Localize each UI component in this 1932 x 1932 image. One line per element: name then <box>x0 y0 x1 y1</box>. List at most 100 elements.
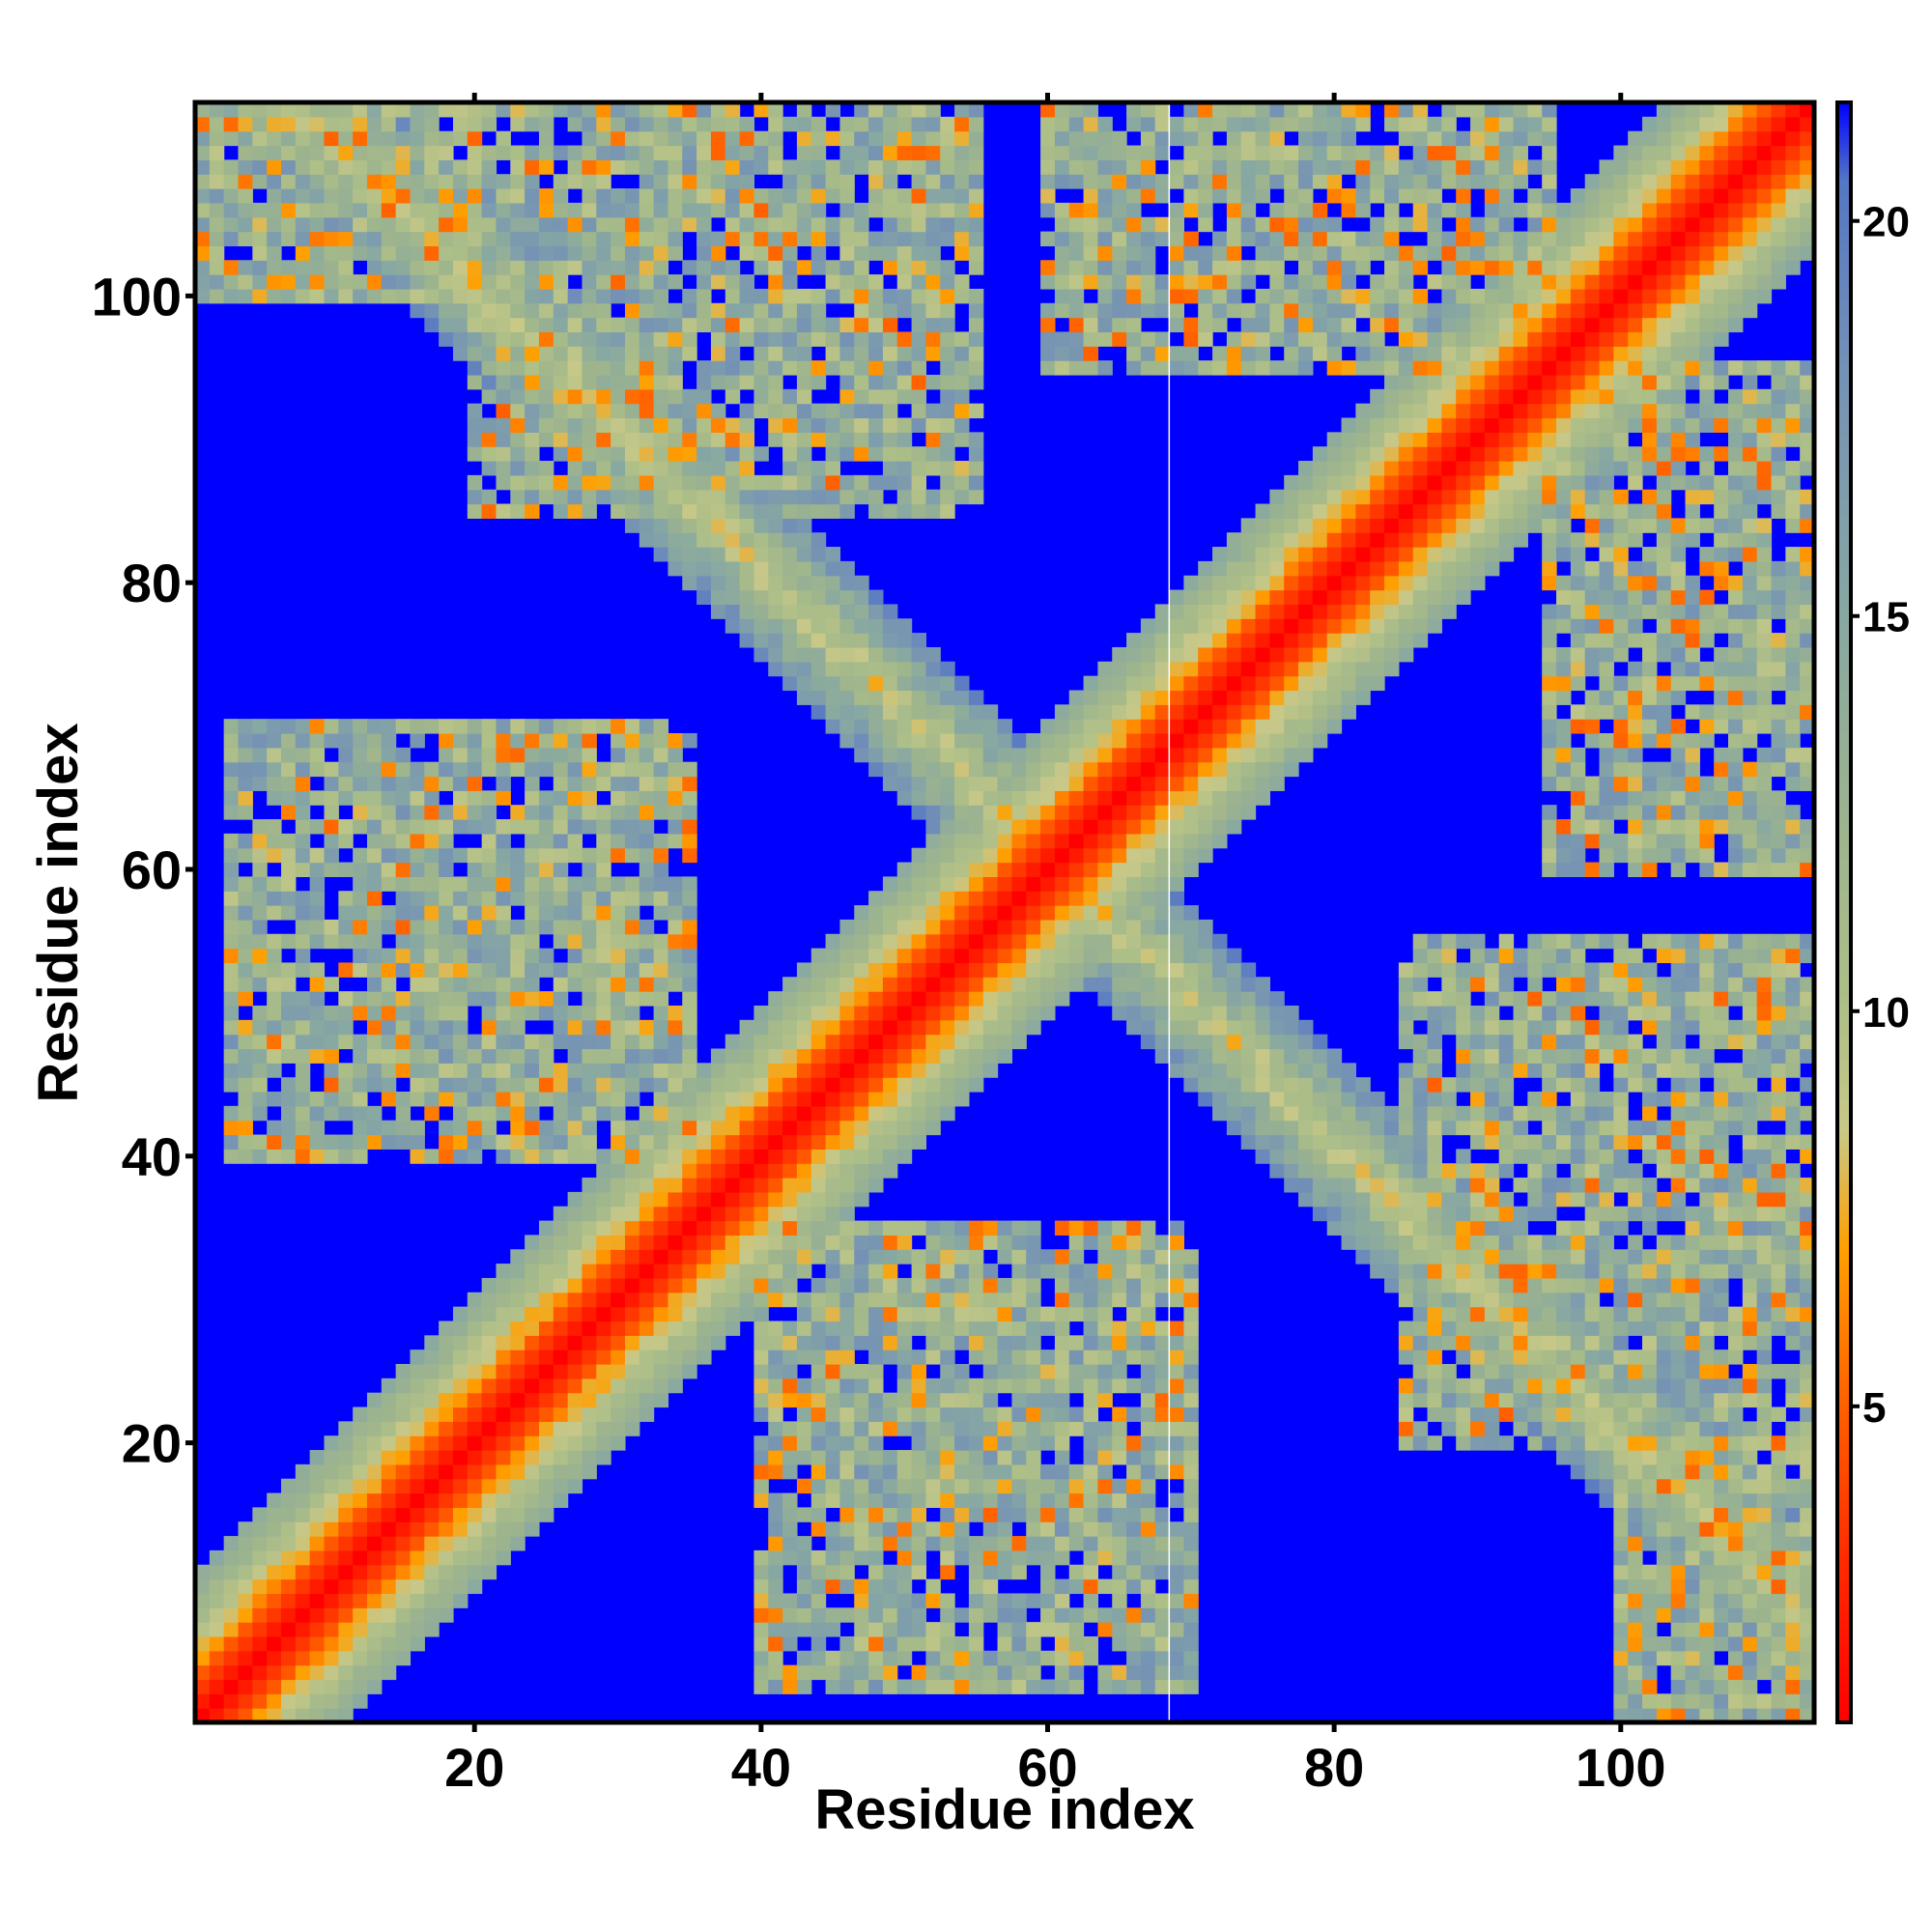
heatmap-cell <box>496 302 511 319</box>
heatmap-cell <box>954 933 970 950</box>
heatmap-cell <box>410 1048 425 1064</box>
heatmap-cell <box>624 288 640 304</box>
heatmap-cell <box>295 919 311 935</box>
heatmap-cell <box>481 919 497 935</box>
heatmap-cell <box>309 891 326 906</box>
heatmap-cell <box>940 317 955 333</box>
heatmap-cell <box>782 675 798 692</box>
heatmap-cell <box>653 302 669 319</box>
heatmap-cell <box>1126 633 1142 648</box>
heatmap-cell <box>925 919 941 935</box>
heatmap-cell <box>1097 1463 1113 1480</box>
heatmap-cell <box>1183 317 1199 333</box>
heatmap-cell <box>868 374 884 390</box>
heatmap-cell <box>896 1392 913 1408</box>
heatmap-cell <box>1183 661 1199 677</box>
heatmap-cell <box>868 145 884 160</box>
heatmap-cell <box>940 948 955 964</box>
heatmap-cell <box>1097 1435 1113 1451</box>
heatmap-cell <box>582 245 597 261</box>
heatmap-cell <box>496 202 511 218</box>
heatmap-cell <box>982 1679 999 1694</box>
heatmap-cell <box>338 1708 354 1723</box>
heatmap-cell <box>538 732 554 749</box>
heatmap-cell <box>896 1335 913 1350</box>
heatmap-cell <box>1068 962 1085 978</box>
heatmap-cell <box>295 1507 311 1522</box>
heatmap-cell <box>653 102 669 118</box>
heatmap-cell <box>280 202 297 218</box>
heatmap-cell <box>567 977 583 992</box>
heatmap-cell <box>510 847 526 864</box>
heatmap-cell <box>611 948 626 964</box>
heatmap-cell <box>1026 1635 1041 1652</box>
heatmap-cell <box>696 446 712 462</box>
heatmap-cell <box>982 1277 999 1293</box>
heatmap-cell <box>481 274 497 290</box>
heatmap-cell <box>1126 1549 1142 1566</box>
heatmap-cell <box>1154 1507 1171 1522</box>
heatmap-cell <box>839 719 855 734</box>
heatmap-cell <box>596 1235 611 1250</box>
heatmap-cell <box>954 245 970 261</box>
heatmap-cell <box>452 260 469 275</box>
heatmap-cell <box>280 1019 297 1036</box>
heatmap-cell <box>639 1235 655 1250</box>
heatmap-cell <box>868 317 884 333</box>
heatmap-cell <box>882 188 898 204</box>
heatmap-cell <box>582 1235 597 1250</box>
heatmap-cell <box>911 245 927 261</box>
heatmap-cell <box>309 732 326 749</box>
heatmap-cell <box>1097 1507 1113 1522</box>
heatmap-cell <box>280 1005 297 1021</box>
heatmap-cell <box>366 862 383 877</box>
heatmap-cell <box>525 1105 540 1122</box>
heatmap-cell <box>639 790 655 806</box>
heatmap-cell <box>467 1034 483 1050</box>
heatmap-cell <box>309 1635 326 1652</box>
heatmap-cell <box>252 833 268 849</box>
heatmap-cell <box>1054 1492 1070 1508</box>
heatmap-cell <box>1026 948 1041 964</box>
heatmap-cell <box>911 633 927 648</box>
heatmap-cell <box>882 1005 898 1021</box>
heatmap-cell <box>582 805 597 820</box>
heatmap-cell <box>1097 948 1113 964</box>
heatmap-cell <box>353 1421 368 1436</box>
heatmap-cell <box>353 1664 368 1681</box>
heatmap-cell <box>481 331 497 347</box>
heatmap-cell <box>925 1105 941 1122</box>
heatmap-cell <box>940 1092 955 1107</box>
heatmap-cell <box>496 1478 511 1494</box>
heatmap-cell <box>954 847 970 864</box>
heatmap-cell <box>825 690 841 705</box>
heatmap-cell <box>510 102 526 118</box>
heatmap-cell <box>510 1063 526 1078</box>
heatmap-cell <box>1083 833 1099 849</box>
heatmap-cell <box>582 1421 597 1436</box>
heatmap-cell <box>796 174 812 189</box>
heatmap-cell <box>353 776 368 791</box>
heatmap-cell <box>1140 977 1156 992</box>
heatmap-cell <box>567 216 583 233</box>
heatmap-cell <box>825 1306 841 1322</box>
heatmap-cell <box>854 130 869 147</box>
heatmap-cell <box>796 1235 812 1250</box>
heatmap-cell <box>1054 1478 1070 1494</box>
heatmap-cell <box>1126 732 1142 749</box>
heatmap-cell <box>324 1664 339 1681</box>
heatmap-cell <box>954 1635 970 1652</box>
heatmap-cell <box>940 202 955 218</box>
heatmap-cell <box>696 302 712 319</box>
heatmap-cell <box>724 1235 741 1250</box>
heatmap-cell <box>596 188 611 204</box>
heatmap-cell <box>940 1378 955 1394</box>
heatmap-cell <box>1169 1607 1184 1623</box>
heatmap-cell <box>366 1650 383 1666</box>
heatmap-cell <box>567 1421 583 1436</box>
heatmap-cell <box>596 1392 611 1408</box>
heatmap-cell <box>796 518 812 533</box>
heatmap-cell <box>1040 905 1056 921</box>
heatmap-cell <box>653 532 669 548</box>
heatmap-cell <box>911 1635 927 1652</box>
